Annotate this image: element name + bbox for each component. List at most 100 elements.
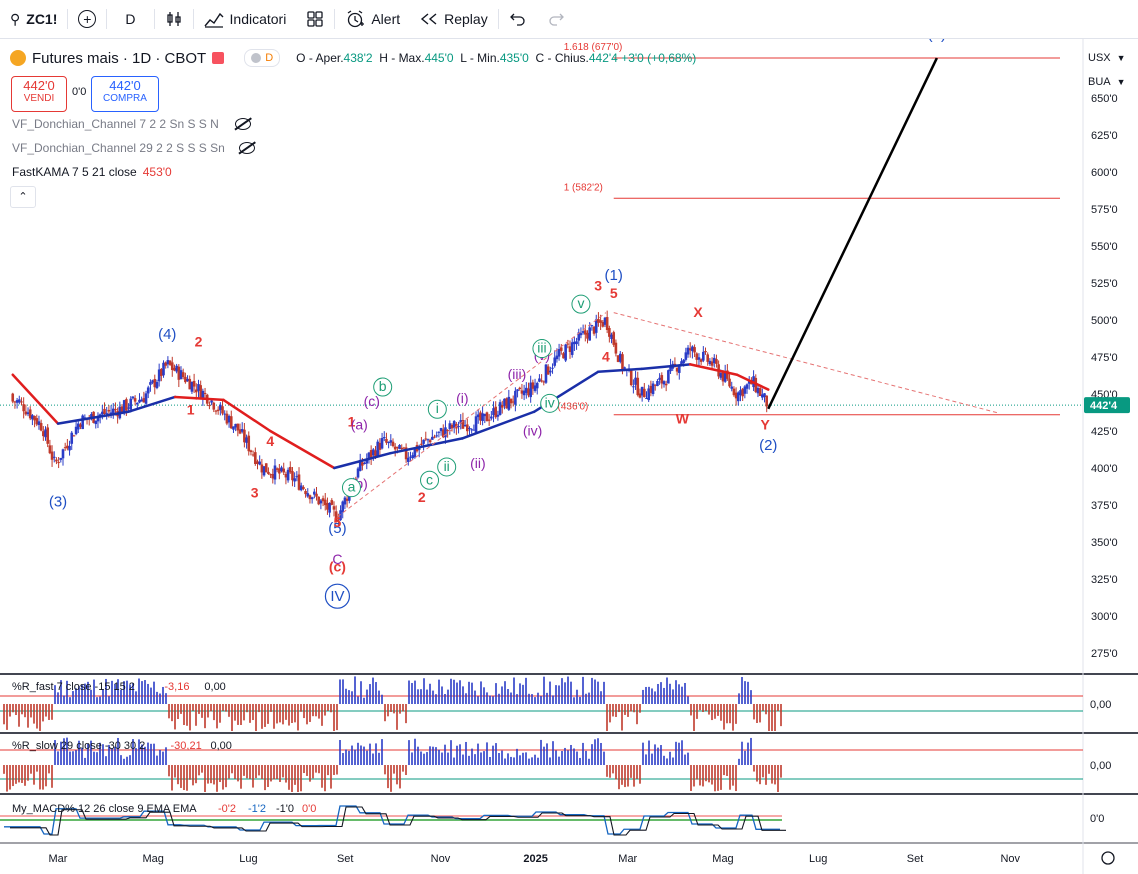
candle-body xyxy=(181,372,185,378)
candle-body xyxy=(761,394,764,398)
candle-body xyxy=(693,347,696,353)
eye-hidden-icon[interactable] xyxy=(234,118,251,130)
layouts-button[interactable] xyxy=(296,0,334,38)
candle-body xyxy=(304,490,307,495)
indicator-legend-2[interactable]: VF_Donchian_Channel 29 2 2 S S S Sn xyxy=(12,141,255,155)
subpanel-value: -3,16 xyxy=(164,681,189,693)
candle-body xyxy=(70,432,74,444)
indicators-button[interactable]: Indicatori xyxy=(194,0,297,38)
last-price-label: 442'4 xyxy=(1090,400,1118,412)
candle-body xyxy=(66,445,69,449)
candle-body xyxy=(728,378,731,387)
candle-body xyxy=(81,415,84,430)
sell-price: 442'0 xyxy=(23,78,55,93)
wave-label-purple: (ii) xyxy=(470,455,486,471)
redo-button[interactable] xyxy=(537,0,575,38)
l-label: L xyxy=(460,51,467,65)
indicators-icon xyxy=(203,12,224,28)
candle-body xyxy=(146,387,150,394)
alert-button[interactable]: Alert xyxy=(335,0,410,38)
exchange-unit[interactable]: BUA ▼ xyxy=(1084,72,1132,92)
candle-body xyxy=(170,362,174,370)
collapse-legend-button[interactable]: ⌃ xyxy=(10,186,36,208)
candle-body xyxy=(564,344,567,361)
candle-body xyxy=(599,320,602,323)
sell-button[interactable]: 442'0 VENDI xyxy=(11,76,67,112)
subpanel-title: %R_fast 7 close -15 15 2 xyxy=(12,681,135,693)
wave-label-blue: (3) xyxy=(928,39,946,43)
candle-body xyxy=(566,343,570,345)
symbol-label: ZC1! xyxy=(26,11,58,27)
wave-circle xyxy=(532,339,552,359)
wave-label-purple: (i) xyxy=(456,390,468,406)
candle-body xyxy=(267,471,270,475)
kama-segment xyxy=(333,451,392,470)
compare-button[interactable]: + xyxy=(68,0,106,38)
candle-body xyxy=(59,457,63,460)
interval-label: D xyxy=(125,11,136,27)
candle-body xyxy=(433,436,436,438)
h-name: Max. xyxy=(398,51,425,65)
currency-unit[interactable]: USX ▼ xyxy=(1084,48,1132,68)
plus-circle-icon: + xyxy=(78,10,97,28)
price-chart[interactable]: 1.618 (677'0) 1 (582'2) (436'0) (3) (4) (5) I… xyxy=(0,39,1138,874)
last-price-tag xyxy=(1084,397,1130,414)
subpanel-title: My_MACD% 12 26 close 9 EMA EMA xyxy=(12,803,197,815)
top-toolbar: ⚲ ZC1! + D Indicatori Alert Replay xyxy=(0,0,1138,39)
candle-body xyxy=(46,427,49,444)
candle-body xyxy=(669,365,672,372)
replay-button[interactable]: Replay xyxy=(410,0,498,38)
subpanel-value: 0,00 xyxy=(211,740,232,752)
candle-body xyxy=(573,341,576,345)
wave-label-red: 1 xyxy=(187,402,195,418)
candle-body xyxy=(356,468,360,478)
macd-signal-curve xyxy=(10,806,786,836)
eye-hidden-icon[interactable] xyxy=(238,142,255,154)
fib-level-label: (436'0) xyxy=(558,402,589,413)
candle-body xyxy=(756,387,760,394)
candle-body xyxy=(221,406,224,414)
candle-body xyxy=(516,389,519,392)
candle-body xyxy=(465,424,469,432)
candle-body xyxy=(120,406,124,413)
candle-body xyxy=(129,398,133,410)
candle-body xyxy=(463,424,467,427)
candle-body xyxy=(645,397,648,399)
candle-body xyxy=(710,361,714,366)
indicator-legend-1[interactable]: VF_Donchian_Channel 7 2 2 Sn S S N xyxy=(12,117,251,131)
candle-body xyxy=(11,393,15,402)
candle-body xyxy=(538,378,541,382)
candle-body xyxy=(664,383,668,386)
triangle-trendline xyxy=(613,312,1000,414)
candle-body xyxy=(684,352,688,360)
toolbar-divider xyxy=(334,9,336,29)
l-name: Min. xyxy=(477,51,500,65)
chart-type-button[interactable] xyxy=(155,0,193,38)
wave-label-green: v xyxy=(577,295,584,311)
chevron-up-icon: ⌃ xyxy=(18,191,28,203)
candle-body xyxy=(175,365,178,372)
candle-body xyxy=(157,369,161,382)
candle-body xyxy=(675,368,679,372)
chart-title[interactable]: Futures mais · 1D · CBOT xyxy=(32,49,207,67)
undo-button[interactable] xyxy=(499,0,537,38)
candle-body xyxy=(326,502,329,510)
candle-body xyxy=(262,466,266,476)
symbol-search[interactable]: ⚲ ZC1! xyxy=(0,0,67,38)
candle-body xyxy=(385,438,388,443)
candle-body xyxy=(310,497,314,500)
candle-body xyxy=(184,376,187,383)
candle-body xyxy=(511,401,515,403)
candle-body xyxy=(540,380,543,382)
candle-body xyxy=(450,424,454,429)
wave-circle xyxy=(571,294,591,314)
buy-button[interactable]: 442'0 COMPRA xyxy=(91,76,159,112)
time-axis-label: Mar xyxy=(49,853,68,865)
wave-label-green: ii xyxy=(444,458,450,474)
time-axis-label: Nov xyxy=(1000,853,1020,865)
candle-body xyxy=(551,367,554,369)
indicator-legend-3[interactable]: FastKAMA 7 5 21 close 453'0 xyxy=(12,165,172,179)
interval-button[interactable]: D xyxy=(107,0,153,38)
candle-body xyxy=(264,463,268,473)
candle-body xyxy=(739,390,742,396)
